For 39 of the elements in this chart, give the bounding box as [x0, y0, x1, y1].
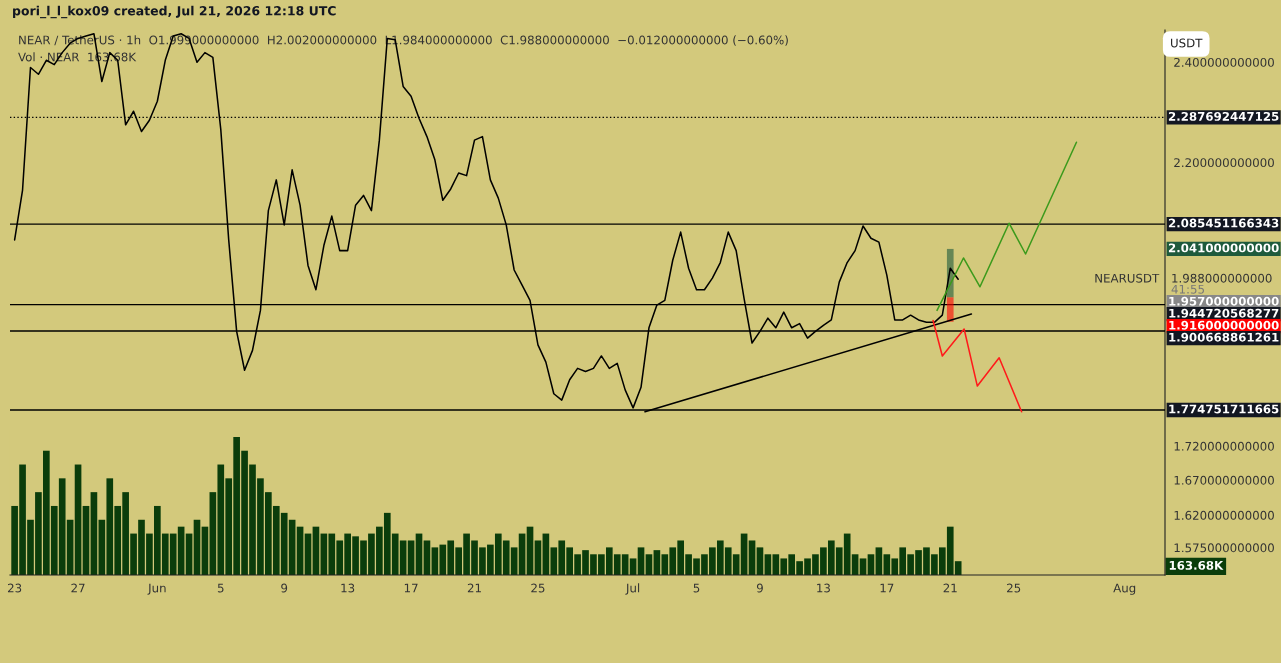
y-tick-label: 1.575000000000	[1174, 543, 1274, 553]
ref-line-label: 2.085451166343	[1168, 218, 1279, 228]
x-tick-label: 9	[281, 583, 288, 593]
x-tick-label: Aug	[1113, 583, 1136, 595]
text: 163.68K	[1169, 560, 1224, 570]
y-tick-label: 1.620000000000	[1174, 510, 1274, 520]
ref-line-label: 2.287692447125	[1168, 111, 1279, 121]
x-tick-label: Jul	[625, 583, 640, 595]
x-tick-label: 17	[404, 583, 418, 593]
y-tick-label: 1.670000000000	[1174, 475, 1274, 485]
x-tick-label: 25	[531, 583, 545, 593]
x-tick-label: 21	[943, 583, 957, 593]
x-tick-label: 9	[756, 583, 763, 593]
text: 41:55	[1171, 284, 1204, 294]
x-tick-label: 13	[341, 583, 355, 593]
x-tick-label: 27	[71, 583, 85, 593]
line-series	[932, 319, 1023, 413]
line-series	[936, 141, 1078, 312]
ref-line-label: 1.944720568277	[1169, 308, 1279, 318]
x-tick-label: 17	[880, 583, 894, 593]
x-tick-label: 13	[817, 583, 830, 593]
ref-line-label: 1.900668861261	[1169, 332, 1279, 342]
y-tick-label: 1.988000000000	[1172, 273, 1272, 283]
y-tick-label: 1.916000000000	[1169, 320, 1279, 330]
y-tick-label: 1.720000000000	[1174, 441, 1274, 451]
y-tick-label: 2.200000000000	[1174, 158, 1274, 168]
annotation: NEARUSDT	[1095, 273, 1160, 283]
y-tick-label: 2.400000000000	[1174, 57, 1274, 67]
x-tick-label: Jun	[147, 583, 166, 595]
ref-line-label: 1.774751711665	[1169, 404, 1279, 414]
x-tick-label: 21	[467, 583, 481, 593]
chart-title: pori_l_l_kox09 created, Jul 21, 2026 12:18 UTC	[13, 5, 336, 19]
y-tick-label: 2.041000000000	[1168, 243, 1279, 253]
y-tick-label: 1.957000000000	[1169, 296, 1279, 306]
text: USDT	[1171, 38, 1203, 48]
x-tick-label: 25	[1007, 583, 1021, 593]
x-tick-label: 5	[217, 583, 224, 593]
x-tick-label: 5	[693, 583, 700, 593]
x-tick-label: 23	[7, 583, 22, 593]
